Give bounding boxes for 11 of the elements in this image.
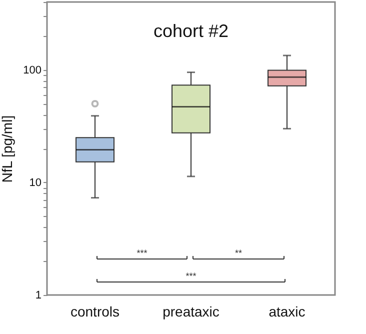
x-tick-label: ataxic xyxy=(268,304,306,320)
annotation: ** xyxy=(234,248,242,258)
y-axis-title: NfL [pg/ml] xyxy=(0,115,16,183)
text: cohort #2 xyxy=(153,21,229,41)
annotation: *** xyxy=(186,271,197,281)
annotation: *** xyxy=(136,248,148,258)
y-tick-label: 10 xyxy=(29,176,42,189)
x-tick-label: preataxic xyxy=(162,304,220,320)
y-tick-label: 1 xyxy=(35,290,42,302)
y-tick-label: 100 xyxy=(23,64,42,76)
x-tick-label: controls xyxy=(70,304,120,320)
